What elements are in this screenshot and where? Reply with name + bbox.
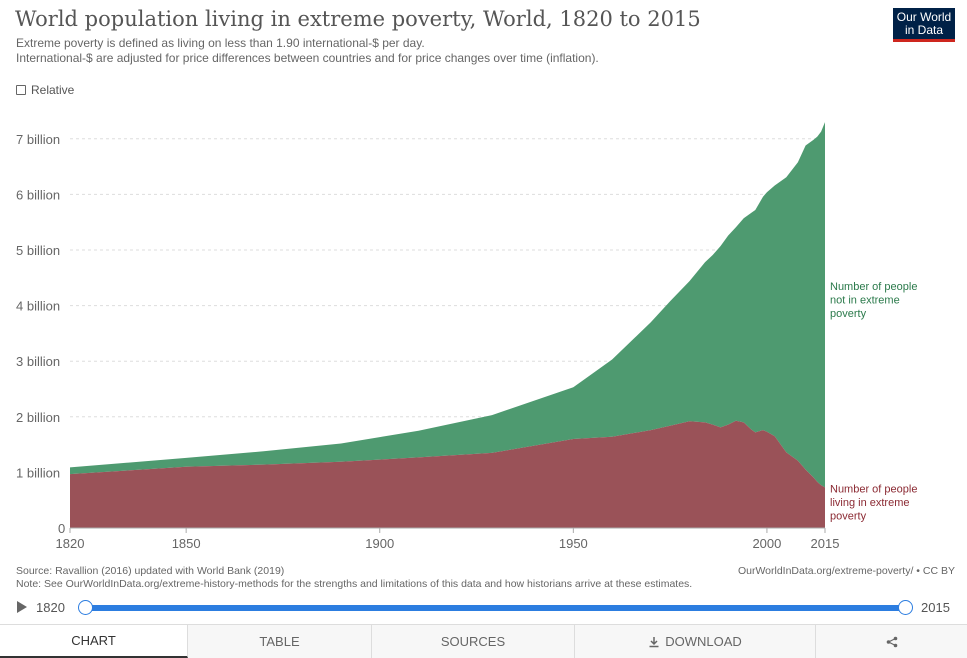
series-label-line: Number of people xyxy=(830,281,917,293)
relative-toggle[interactable]: Relative xyxy=(16,83,74,97)
tab-sources-label: SOURCES xyxy=(440,634,506,649)
chart-subtitle-line2: International-$ are adjusted for price d… xyxy=(16,51,599,65)
y-tick-label: 1 billion xyxy=(16,465,60,480)
y-tick-label: 5 billion xyxy=(16,243,60,258)
play-icon[interactable] xyxy=(17,601,27,613)
timeline-end-handle[interactable] xyxy=(898,600,913,615)
owid-logo[interactable]: Our World in Data xyxy=(893,8,955,42)
timeline: 1820 2015 xyxy=(0,596,967,620)
tab-share[interactable] xyxy=(816,625,967,658)
tab-download-label: DOWNLOAD xyxy=(665,634,742,649)
logo-line2: in Data xyxy=(904,23,944,37)
series-label-line: poverty xyxy=(830,511,867,523)
x-tick-label: 1950 xyxy=(559,536,588,551)
timeline-start-handle[interactable] xyxy=(78,600,93,615)
area-not-in-poverty[interactable] xyxy=(70,122,825,488)
axes: 0 1 billion 2 billion 3 billion 4 billion 5 b… xyxy=(16,132,839,551)
area-series[interactable] xyxy=(70,122,825,528)
x-tick-label: 1820 xyxy=(56,536,85,551)
tab-sources[interactable]: SOURCES xyxy=(372,625,575,658)
relative-label: Relative xyxy=(31,83,75,97)
tab-bar: CHART TABLE SOURCES DOWNLOAD xyxy=(0,624,967,658)
series-labels: Number of people living in extreme poverty… xyxy=(830,281,917,523)
series-label-line: not in extreme xyxy=(830,294,900,306)
area-in-poverty[interactable] xyxy=(70,420,825,528)
timeline-end-year: 2015 xyxy=(921,600,950,615)
x-tick-label: 2000 xyxy=(752,536,781,551)
timeline-start-year: 1820 xyxy=(36,600,65,615)
download-icon xyxy=(649,636,659,647)
y-tick-label: 7 billion xyxy=(16,132,60,147)
series-label-line: living in extreme xyxy=(830,497,909,509)
series-label-line: poverty xyxy=(830,308,867,320)
source-text: Source: Ravallion (2016) updated with Wo… xyxy=(16,565,285,577)
logo-line1: Our World xyxy=(896,10,952,24)
chart-subtitle-line1: Extreme poverty is defined as living on … xyxy=(16,36,425,50)
note-text: Note: See OurWorldInData.org/extreme-his… xyxy=(16,578,693,590)
series-label-line: Number of people xyxy=(830,484,917,496)
label-not-in-poverty: Number of people not in extreme poverty xyxy=(830,281,917,320)
share-icon xyxy=(886,636,897,647)
area-chart[interactable]: 0 1 billion 2 billion 3 billion 4 billion 5 b… xyxy=(0,100,967,560)
chart-title: World population living in extreme pover… xyxy=(15,7,701,31)
y-tick-label: 0 xyxy=(58,521,65,536)
y-tick-label: 6 billion xyxy=(16,187,60,202)
x-tick-label: 2015 xyxy=(811,536,840,551)
relative-checkbox[interactable] xyxy=(16,85,26,95)
tab-table-label: TABLE xyxy=(259,634,300,649)
tab-chart-label: CHART xyxy=(71,633,116,648)
tab-chart[interactable]: CHART xyxy=(0,625,188,658)
y-tick-label: 2 billion xyxy=(16,410,60,425)
y-tick-label: 3 billion xyxy=(16,354,60,369)
license-link[interactable]: OurWorldInData.org/extreme-poverty/ • CC… xyxy=(737,565,955,577)
timeline-track[interactable] xyxy=(85,605,905,611)
tab-download[interactable]: DOWNLOAD xyxy=(575,625,816,658)
tab-table[interactable]: TABLE xyxy=(188,625,372,658)
label-in-poverty: Number of people living in extreme poverty xyxy=(830,484,917,523)
x-tick-label: 1900 xyxy=(365,536,394,551)
x-tick-label: 1850 xyxy=(172,536,201,551)
y-tick-label: 4 billion xyxy=(16,299,60,314)
